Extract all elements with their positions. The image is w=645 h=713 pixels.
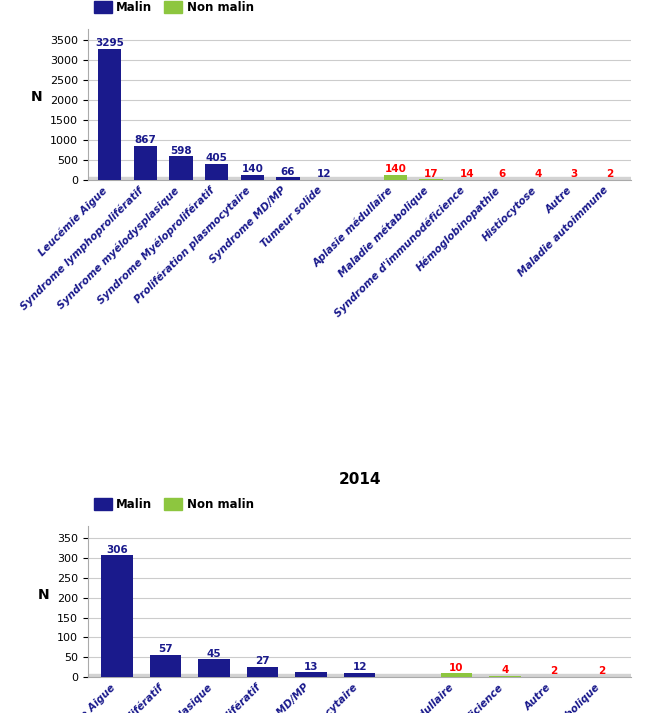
Text: 12: 12 — [317, 169, 331, 179]
Text: 867: 867 — [134, 135, 156, 145]
Bar — [247, 667, 279, 677]
Bar — [88, 674, 631, 677]
Text: 3: 3 — [570, 170, 577, 180]
Y-axis label: N: N — [30, 91, 42, 104]
Bar — [98, 48, 121, 180]
Text: 2: 2 — [599, 666, 606, 676]
Legend: Malin, Non malin: Malin, Non malin — [94, 1, 253, 14]
Bar — [150, 655, 181, 677]
Y-axis label: N: N — [37, 588, 49, 602]
Bar — [134, 145, 157, 180]
Text: 13: 13 — [304, 662, 319, 672]
Bar — [277, 178, 300, 180]
Bar — [241, 175, 264, 180]
Text: 27: 27 — [255, 656, 270, 666]
Text: 4: 4 — [501, 665, 509, 675]
Text: 4: 4 — [535, 169, 542, 180]
Text: 12: 12 — [352, 662, 367, 672]
Text: 2: 2 — [550, 666, 557, 676]
Text: 306: 306 — [106, 545, 128, 555]
Text: 10: 10 — [450, 663, 464, 673]
Bar — [88, 177, 631, 180]
Bar — [169, 156, 192, 180]
Text: 405: 405 — [206, 153, 228, 163]
Text: 598: 598 — [170, 145, 192, 155]
Text: 6: 6 — [499, 169, 506, 179]
Bar — [198, 660, 230, 677]
Text: 45: 45 — [207, 649, 221, 659]
Legend: Malin, Non malin: Malin, Non malin — [94, 498, 253, 511]
Bar — [344, 672, 375, 677]
Bar — [205, 164, 228, 180]
Text: 66: 66 — [281, 167, 295, 177]
Bar — [101, 555, 133, 677]
Bar — [441, 673, 472, 677]
Text: 17: 17 — [424, 169, 439, 179]
Text: 57: 57 — [158, 644, 173, 654]
Title: 2014: 2014 — [339, 472, 381, 487]
Bar — [295, 672, 327, 677]
Bar — [384, 175, 407, 180]
Text: 14: 14 — [459, 169, 474, 179]
Text: 2: 2 — [606, 170, 613, 180]
Text: 140: 140 — [384, 164, 406, 174]
Bar — [490, 676, 521, 677]
Text: 140: 140 — [241, 164, 263, 174]
Text: 3295: 3295 — [95, 38, 124, 48]
